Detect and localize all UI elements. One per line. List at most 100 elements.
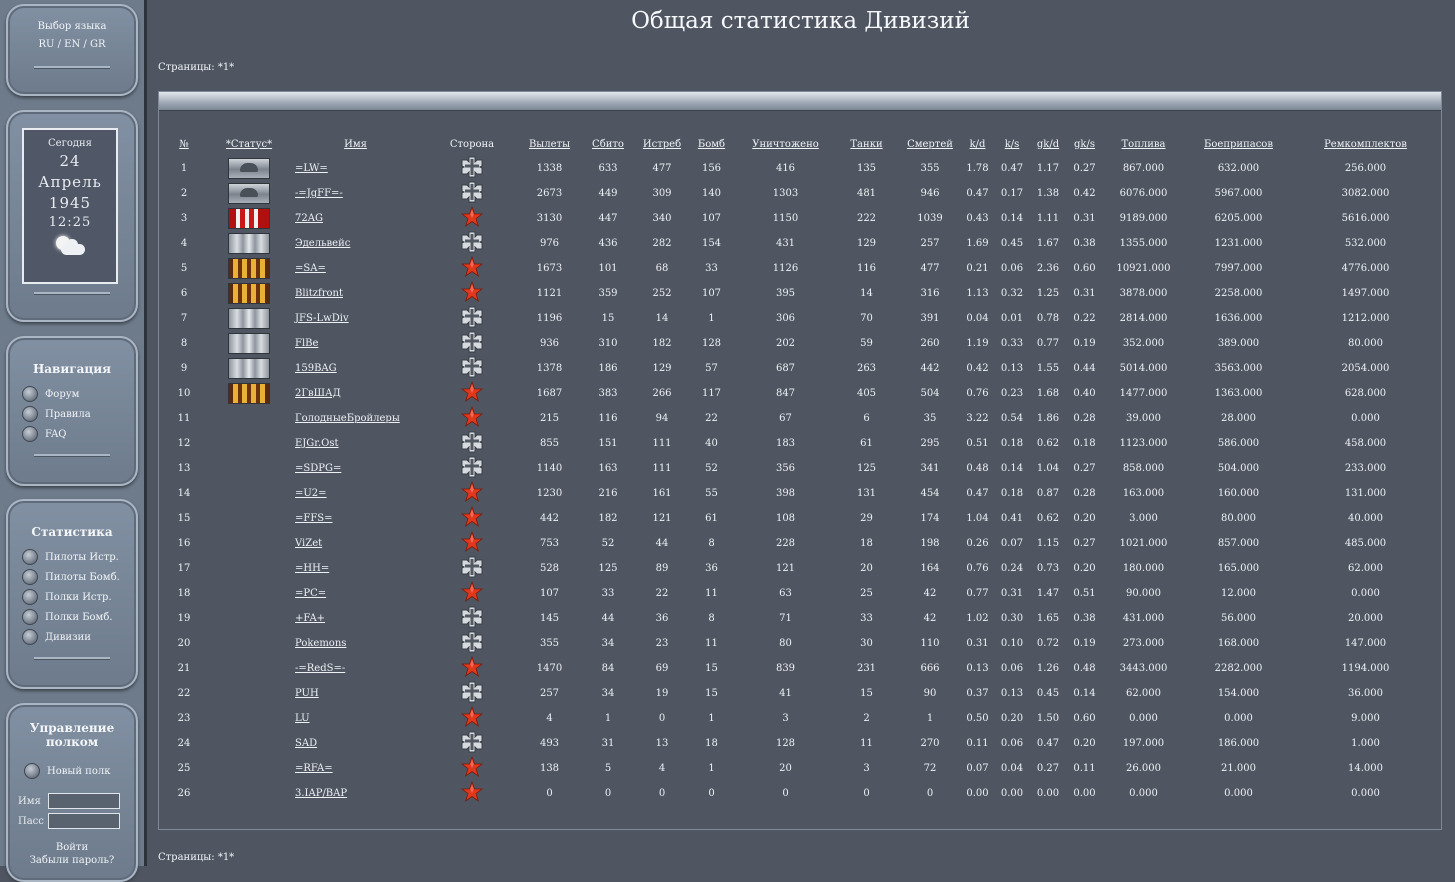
stat-downed: 84: [601, 663, 615, 674]
division-name-link[interactable]: PUH: [295, 688, 319, 699]
division-name-link[interactable]: =SDPG=: [295, 463, 342, 474]
division-name-link[interactable]: LU: [295, 713, 310, 724]
stat-repair: 1212.000: [1341, 313, 1390, 324]
column-header[interactable]: Истреб: [642, 138, 682, 150]
status-cell: [209, 781, 289, 806]
division-name-link[interactable]: -=RedS=-: [295, 663, 346, 674]
new-regiment-item[interactable]: Новый полк: [24, 761, 110, 781]
column-header[interactable]: Уничтожено: [752, 138, 819, 150]
column-header[interactable]: *Статус*: [225, 138, 273, 150]
column-header[interactable]: Сбито: [592, 138, 624, 150]
column-header[interactable]: k/s: [1004, 138, 1020, 150]
forgot-password-link[interactable]: Забыли пароль?: [29, 855, 115, 866]
stat-sorties: 1140: [536, 463, 563, 474]
stat-deaths: 35: [923, 413, 937, 424]
division-name-link[interactable]: =RFA=: [295, 763, 333, 774]
division-name-link[interactable]: =PC=: [295, 588, 327, 599]
stats-item[interactable]: Пилоты Истр.: [22, 547, 120, 567]
login-input[interactable]: [48, 793, 120, 809]
password-input[interactable]: [48, 813, 120, 829]
side-cell: [422, 380, 522, 406]
nav-item[interactable]: Правила: [22, 404, 91, 424]
column-header[interactable]: Вылеты: [528, 138, 571, 150]
division-name-link[interactable]: 3.IAP/BAP: [295, 788, 348, 799]
division-name-link[interactable]: 2ГвШАД: [295, 388, 341, 399]
status-badge-gold-icon: [228, 283, 270, 304]
column-header[interactable]: k/d: [969, 138, 986, 150]
nav-item[interactable]: FAQ: [22, 424, 91, 444]
side-cell: [422, 331, 522, 356]
column-header[interactable]: Топлива: [1121, 138, 1166, 150]
column-header[interactable]: Бомб: [697, 138, 726, 150]
stat-ks: 0.14: [1000, 213, 1024, 224]
stat-fuel: 273.000: [1122, 638, 1165, 649]
pagination-top[interactable]: Страницы: *1*: [158, 62, 235, 73]
date-panel: Сегодня 24 Апрель 1945 12:25: [6, 110, 138, 322]
division-name-link[interactable]: 159BAG: [295, 363, 337, 374]
stat-downed: 633: [598, 163, 618, 174]
stat-tanks: 0: [863, 788, 870, 799]
division-name-link[interactable]: -=JgFF=-: [295, 188, 343, 199]
stat-deaths: 316: [920, 288, 940, 299]
division-name-link[interactable]: SAD: [295, 738, 318, 749]
side-cell: [422, 280, 522, 306]
stat-gks: 0.19: [1073, 338, 1096, 349]
stat-gks: 0.27: [1073, 463, 1096, 474]
division-name-link[interactable]: =HH=: [295, 563, 330, 574]
division-name-link[interactable]: Blitzfront: [295, 288, 343, 299]
column-header[interactable]: gk/s: [1074, 138, 1095, 150]
stats-item[interactable]: Дивизии: [22, 627, 120, 647]
red-star-icon: [460, 755, 484, 781]
login-button[interactable]: Войти: [55, 842, 89, 853]
stat-downed: 182: [598, 513, 618, 524]
division-name-link[interactable]: =U2=: [295, 488, 327, 499]
column-header[interactable]: Смертей: [907, 138, 953, 150]
pagination-bottom[interactable]: Страницы: *1*: [158, 852, 235, 863]
side-cell: [422, 780, 522, 806]
row-number: 25: [177, 763, 191, 774]
stat-gkd: 0.00: [1036, 788, 1060, 799]
division-name-link[interactable]: JFS-LwDiv: [295, 313, 349, 324]
iron-cross-icon: [461, 606, 483, 631]
stats-item[interactable]: Полки Истр.: [22, 587, 120, 607]
division-name-link[interactable]: Эдельвейс: [295, 238, 351, 249]
stat-deaths: 355: [920, 163, 940, 174]
stat-deaths: 442: [920, 363, 940, 374]
stat-downed: 5: [604, 763, 612, 774]
column-header[interactable]: Танки: [850, 138, 883, 150]
stat-fighters: 69: [655, 663, 669, 674]
language-links[interactable]: RU / EN / GR: [38, 39, 106, 50]
stats-item[interactable]: Пилоты Бомб.: [22, 567, 120, 587]
stats-item[interactable]: Полки Бомб.: [22, 607, 120, 627]
division-name-link[interactable]: EJGr.Ost: [295, 438, 339, 449]
column-header[interactable]: №: [179, 138, 189, 150]
stat-repair: 256.000: [1344, 163, 1387, 174]
stat-destroyed: 839: [775, 663, 796, 674]
division-name-link[interactable]: +FA+: [295, 613, 326, 624]
stat-kd: 0.43: [966, 213, 989, 224]
stat-destroyed: 63: [779, 588, 792, 599]
division-name-link[interactable]: FlBe: [295, 338, 319, 349]
password-row: Пасс: [18, 813, 120, 829]
table-row: 11 ГолодныеБройлеры 215 116 94 22 67 6 35 3.22 0.5…: [159, 405, 1439, 431]
status-badge-red-icon: [228, 208, 270, 229]
division-name-link[interactable]: ViZet: [295, 538, 323, 549]
column-header[interactable]: gk/d: [1036, 138, 1060, 150]
division-name-link[interactable]: ГолодныеБройлеры: [295, 413, 400, 424]
column-header[interactable]: Имя: [344, 138, 367, 150]
side-cell: [422, 755, 522, 781]
division-name-link[interactable]: 72AG: [295, 213, 323, 224]
division-name-link[interactable]: =LW=: [295, 163, 328, 174]
today-label: Сегодня: [48, 138, 92, 149]
statistics-panel: Статистика Пилоты Истр. Пилоты Бомб. Полки…: [6, 499, 138, 689]
stat-bombers: 11: [705, 638, 718, 649]
stat-ks: 0.06: [1000, 663, 1024, 674]
stat-downed: 116: [598, 413, 618, 424]
division-name-link[interactable]: =FFS=: [295, 513, 333, 524]
column-header[interactable]: Ремкомплектов: [1324, 138, 1407, 150]
nav-item[interactable]: Форум: [22, 384, 91, 404]
division-name-link[interactable]: Pokemons: [295, 638, 347, 649]
division-name-link[interactable]: =SA=: [295, 263, 326, 274]
stat-gks: 0.60: [1073, 713, 1096, 724]
column-header[interactable]: Боеприпасов: [1204, 138, 1273, 150]
